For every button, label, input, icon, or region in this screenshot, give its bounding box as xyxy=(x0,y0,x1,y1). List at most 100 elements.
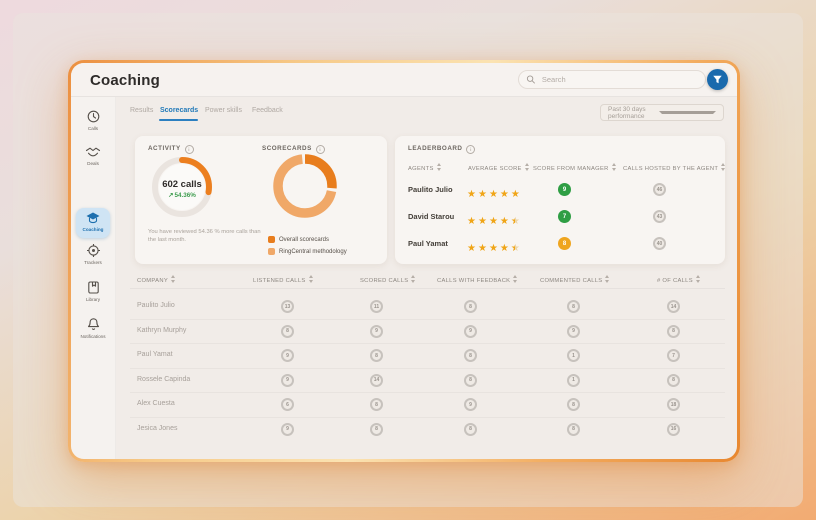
table-row[interactable]: Alex Cuesta 6 8 9 8 18 xyxy=(130,392,725,418)
search-box[interactable] xyxy=(518,70,706,89)
target-icon xyxy=(86,244,100,257)
half-star-icon: ★★ xyxy=(510,216,520,227)
table-row[interactable]: Paul Yamat 9 8 8 1 7 xyxy=(130,343,725,369)
table-row[interactable]: Kathryn Murphy 8 9 9 9 8 xyxy=(130,319,725,345)
column-header-commented-calls[interactable]: COMMENTED CALLS xyxy=(540,275,610,284)
sort-icon xyxy=(611,163,617,171)
metric-badge: 14 xyxy=(667,300,680,313)
table-row[interactable]: Paulito Julio 13 11 8 8 14 xyxy=(130,294,725,320)
trend-text: 54.36% xyxy=(174,192,196,199)
star-icon: ★ xyxy=(488,243,498,254)
legend-label: Overall scorecards xyxy=(279,236,330,243)
tab-feedback[interactable]: Feedback xyxy=(252,107,283,114)
column-header-agents[interactable]: AGENTS xyxy=(408,163,442,172)
tab-scorecards[interactable]: Scorecards xyxy=(160,107,199,114)
star-icon: ★ xyxy=(467,189,476,200)
company-name: Rossele Capinda xyxy=(137,375,191,383)
bell-icon xyxy=(87,318,99,330)
legend-item: RingCentral methodology xyxy=(268,248,347,255)
table-row[interactable]: Rossele Capinda 9 14 8 1 8 xyxy=(130,368,725,394)
sidebar-item-coaching[interactable]: Coaching xyxy=(76,208,110,238)
period-dropdown-value: Past 30 days performance xyxy=(608,105,646,120)
sidebar-item-label: Coaching xyxy=(82,227,104,232)
column-header-label: COMMENTED CALLS xyxy=(540,278,603,284)
star-icon: ★ xyxy=(467,216,476,227)
metric-badge: 18 xyxy=(667,398,680,411)
table-row[interactable]: Jesica Jones 9 8 8 8 16 xyxy=(130,417,725,442)
column-header-label: AGENTS xyxy=(408,166,434,172)
scorecards-title: SCORECARDS xyxy=(262,145,325,154)
star-icon: ★ xyxy=(488,216,498,227)
info-icon[interactable] xyxy=(466,145,476,154)
column-header-calls-with-feedback[interactable]: CALLS WITH FEEDBACK xyxy=(437,275,518,284)
column-header-num-of-calls[interactable]: # OF CALLS xyxy=(657,275,701,284)
column-header-average-score[interactable]: AVERAGE SCORE xyxy=(468,163,530,172)
column-header-score-from-manager[interactable]: SCORE FROM MANAGER xyxy=(533,163,617,172)
sidebar-item-trackers[interactable]: Trackers xyxy=(71,243,115,265)
column-header-label: AVERAGE SCORE xyxy=(468,166,522,172)
metric-badge: 16 xyxy=(667,422,680,436)
sort-icon xyxy=(513,275,518,283)
column-header-label: SCORED CALLS xyxy=(360,278,409,284)
activity-title: ACTIVITY xyxy=(148,145,194,154)
calls-hosted-badge: 46 xyxy=(653,183,666,196)
gauge-center-value: 602 calls xyxy=(162,179,202,190)
column-header-label: SCORE FROM MANAGER xyxy=(533,166,609,172)
legend-swatch xyxy=(268,248,275,255)
star-icon: ★ xyxy=(510,189,520,200)
column-header-listened-calls[interactable]: LISTENED CALLS xyxy=(253,275,314,284)
sidebar: Calls Deals Coaching xyxy=(71,97,116,459)
handshake-icon xyxy=(85,147,101,157)
metric-badge: 9 xyxy=(281,422,294,436)
metric-badge: 6 xyxy=(281,398,294,411)
metric-badge: 14 xyxy=(370,373,383,387)
clock-icon xyxy=(87,110,99,123)
metric-badge: 9 xyxy=(281,373,294,387)
manager-score-badge: 7 xyxy=(558,210,571,223)
leaderboard-row[interactable]: David Starou ★★★★★★ 7 43 xyxy=(395,203,725,230)
info-icon[interactable] xyxy=(315,145,325,154)
page-title: Coaching xyxy=(90,72,160,89)
sort-icon xyxy=(436,163,442,171)
search-icon xyxy=(526,75,536,84)
scorecards-title-text: SCORECARDS xyxy=(262,145,312,152)
search-input[interactable] xyxy=(539,74,698,85)
tab-power-skills[interactable]: Power skills xyxy=(205,107,242,114)
tab-results[interactable]: Results xyxy=(130,107,154,114)
sidebar-item-notifications[interactable]: Notifications xyxy=(71,317,115,339)
trend-value: 54.36% xyxy=(147,192,217,199)
graduation-cap-icon xyxy=(86,212,100,224)
agent-name: David Starou xyxy=(408,212,455,221)
filter-button[interactable] xyxy=(707,69,728,90)
star-icon: ★ xyxy=(488,189,498,200)
sort-icon xyxy=(605,275,610,283)
sort-icon xyxy=(411,275,416,283)
leaderboard-row[interactable]: Paul Yamat ★★★★★★ 8 40 xyxy=(395,230,725,257)
column-header-calls-hosted[interactable]: CALLS HOSTED BY THE AGENT xyxy=(623,163,726,172)
star-rating: ★★★★★★ xyxy=(467,238,522,256)
activity-scorecards-card: ACTIVITY 602 calls 54.36% You have revie… xyxy=(135,136,387,264)
metric-badge: 8 xyxy=(370,349,383,362)
star-icon: ★ xyxy=(477,189,487,200)
company-name: Paulito Julio xyxy=(137,302,175,309)
sort-icon xyxy=(170,275,176,283)
sidebar-item-deals[interactable]: Deals xyxy=(71,145,115,166)
activity-description: You have reviewed 54.36 % more calls tha… xyxy=(148,229,261,244)
info-icon[interactable] xyxy=(184,145,194,154)
metric-badge: 8 xyxy=(370,398,383,411)
leaderboard-card: LEADERBOARD AGENTS AVERAGE SCORE SCORE F… xyxy=(395,136,726,264)
column-header-scored-calls[interactable]: SCORED CALLS xyxy=(360,275,416,284)
trend-up-icon xyxy=(168,192,174,199)
column-header-company[interactable]: COMPANY xyxy=(137,275,176,284)
leaderboard-row[interactable]: Paulito Julio ★ ★ ★ ★ ★ 9 46 xyxy=(395,176,725,203)
metric-badge: 9 xyxy=(464,324,477,338)
sidebar-item-calls[interactable]: Calls xyxy=(71,109,115,131)
agent-name: Paulito Julio xyxy=(408,185,453,194)
column-header-label: LISTENED CALLS xyxy=(253,278,306,284)
half-star-icon: ★★ xyxy=(510,243,520,254)
sidebar-item-label: Calls xyxy=(87,126,99,131)
company-name: Kathryn Murphy xyxy=(137,326,187,334)
period-dropdown[interactable]: Past 30 days performance xyxy=(600,104,724,121)
sidebar-item-library[interactable]: Library xyxy=(71,280,115,302)
